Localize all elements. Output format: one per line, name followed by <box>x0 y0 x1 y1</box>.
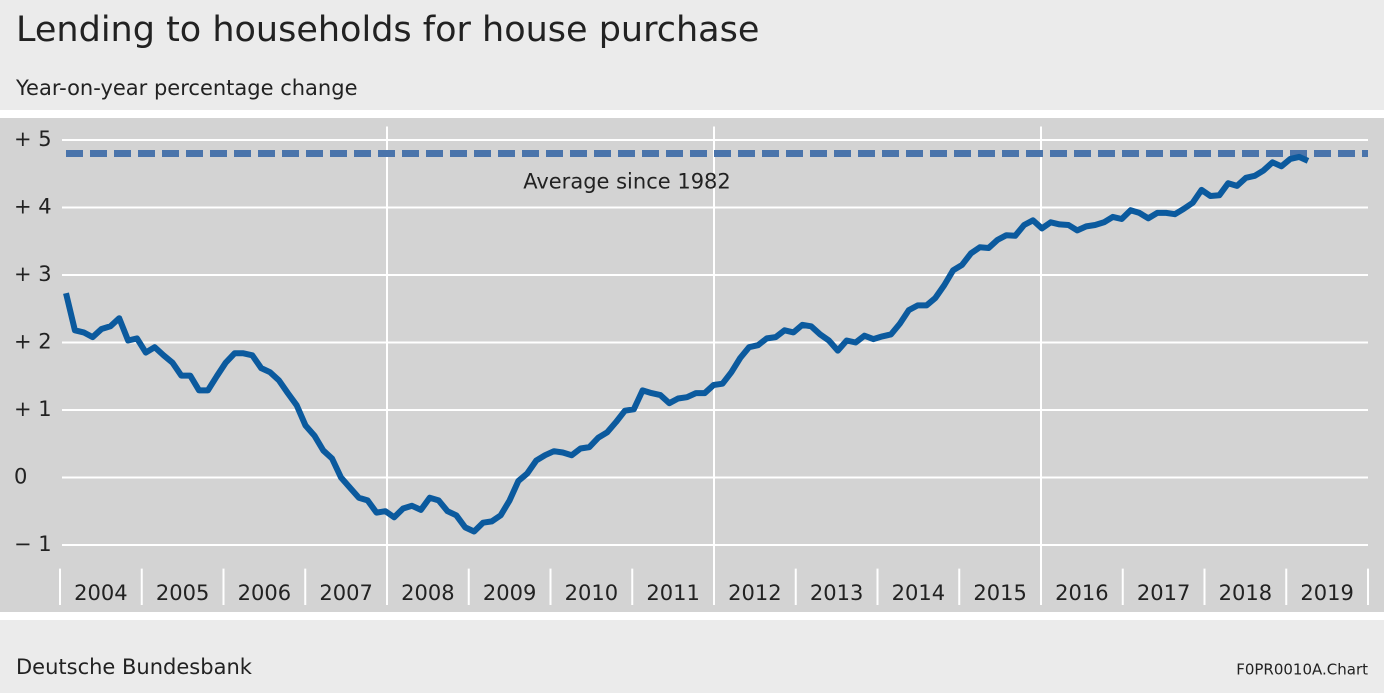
x-tick-label: 2007 <box>319 581 372 605</box>
y-tick-label: − 1 <box>14 532 52 556</box>
x-tick-label: 2019 <box>1300 581 1353 605</box>
x-tick-label: 2018 <box>1219 581 1272 605</box>
chart-subtitle: Year-on-year percentage change <box>15 76 358 100</box>
x-tick-label: 2004 <box>74 581 127 605</box>
x-tick-label: 2005 <box>156 581 209 605</box>
x-tick-label: 2015 <box>973 581 1026 605</box>
y-tick-label: + 2 <box>14 329 52 353</box>
y-tick-label: + 1 <box>14 397 52 421</box>
separator <box>0 612 1384 620</box>
x-tick-label: 2013 <box>810 581 863 605</box>
x-tick-label: 2017 <box>1137 581 1190 605</box>
chart-id: F0PR0010A.Chart <box>1236 661 1368 679</box>
y-tick-label: 0 <box>14 464 27 488</box>
x-tick-label: 2016 <box>1055 581 1108 605</box>
chart-title: Lending to households for house purchase <box>16 10 759 50</box>
data-line <box>63 153 1310 535</box>
y-tick-label: + 4 <box>14 194 52 218</box>
plot-area <box>0 118 1384 612</box>
source: Deutsche Bundesbank <box>16 655 253 679</box>
separator <box>0 110 1384 118</box>
x-tick-label: 2011 <box>646 581 699 605</box>
x-tick-label: 2006 <box>238 581 291 605</box>
x-tick-label: 2010 <box>565 581 618 605</box>
x-tick-label: 2008 <box>401 581 454 605</box>
x-tick-label: 2012 <box>728 581 781 605</box>
y-tick-label: + 5 <box>14 127 52 151</box>
x-tick-label: 2014 <box>892 581 945 605</box>
x-tick-label: 2009 <box>483 581 536 605</box>
y-tick-label: + 3 <box>14 262 52 286</box>
reference-label: Average since 1982 <box>523 169 731 193</box>
